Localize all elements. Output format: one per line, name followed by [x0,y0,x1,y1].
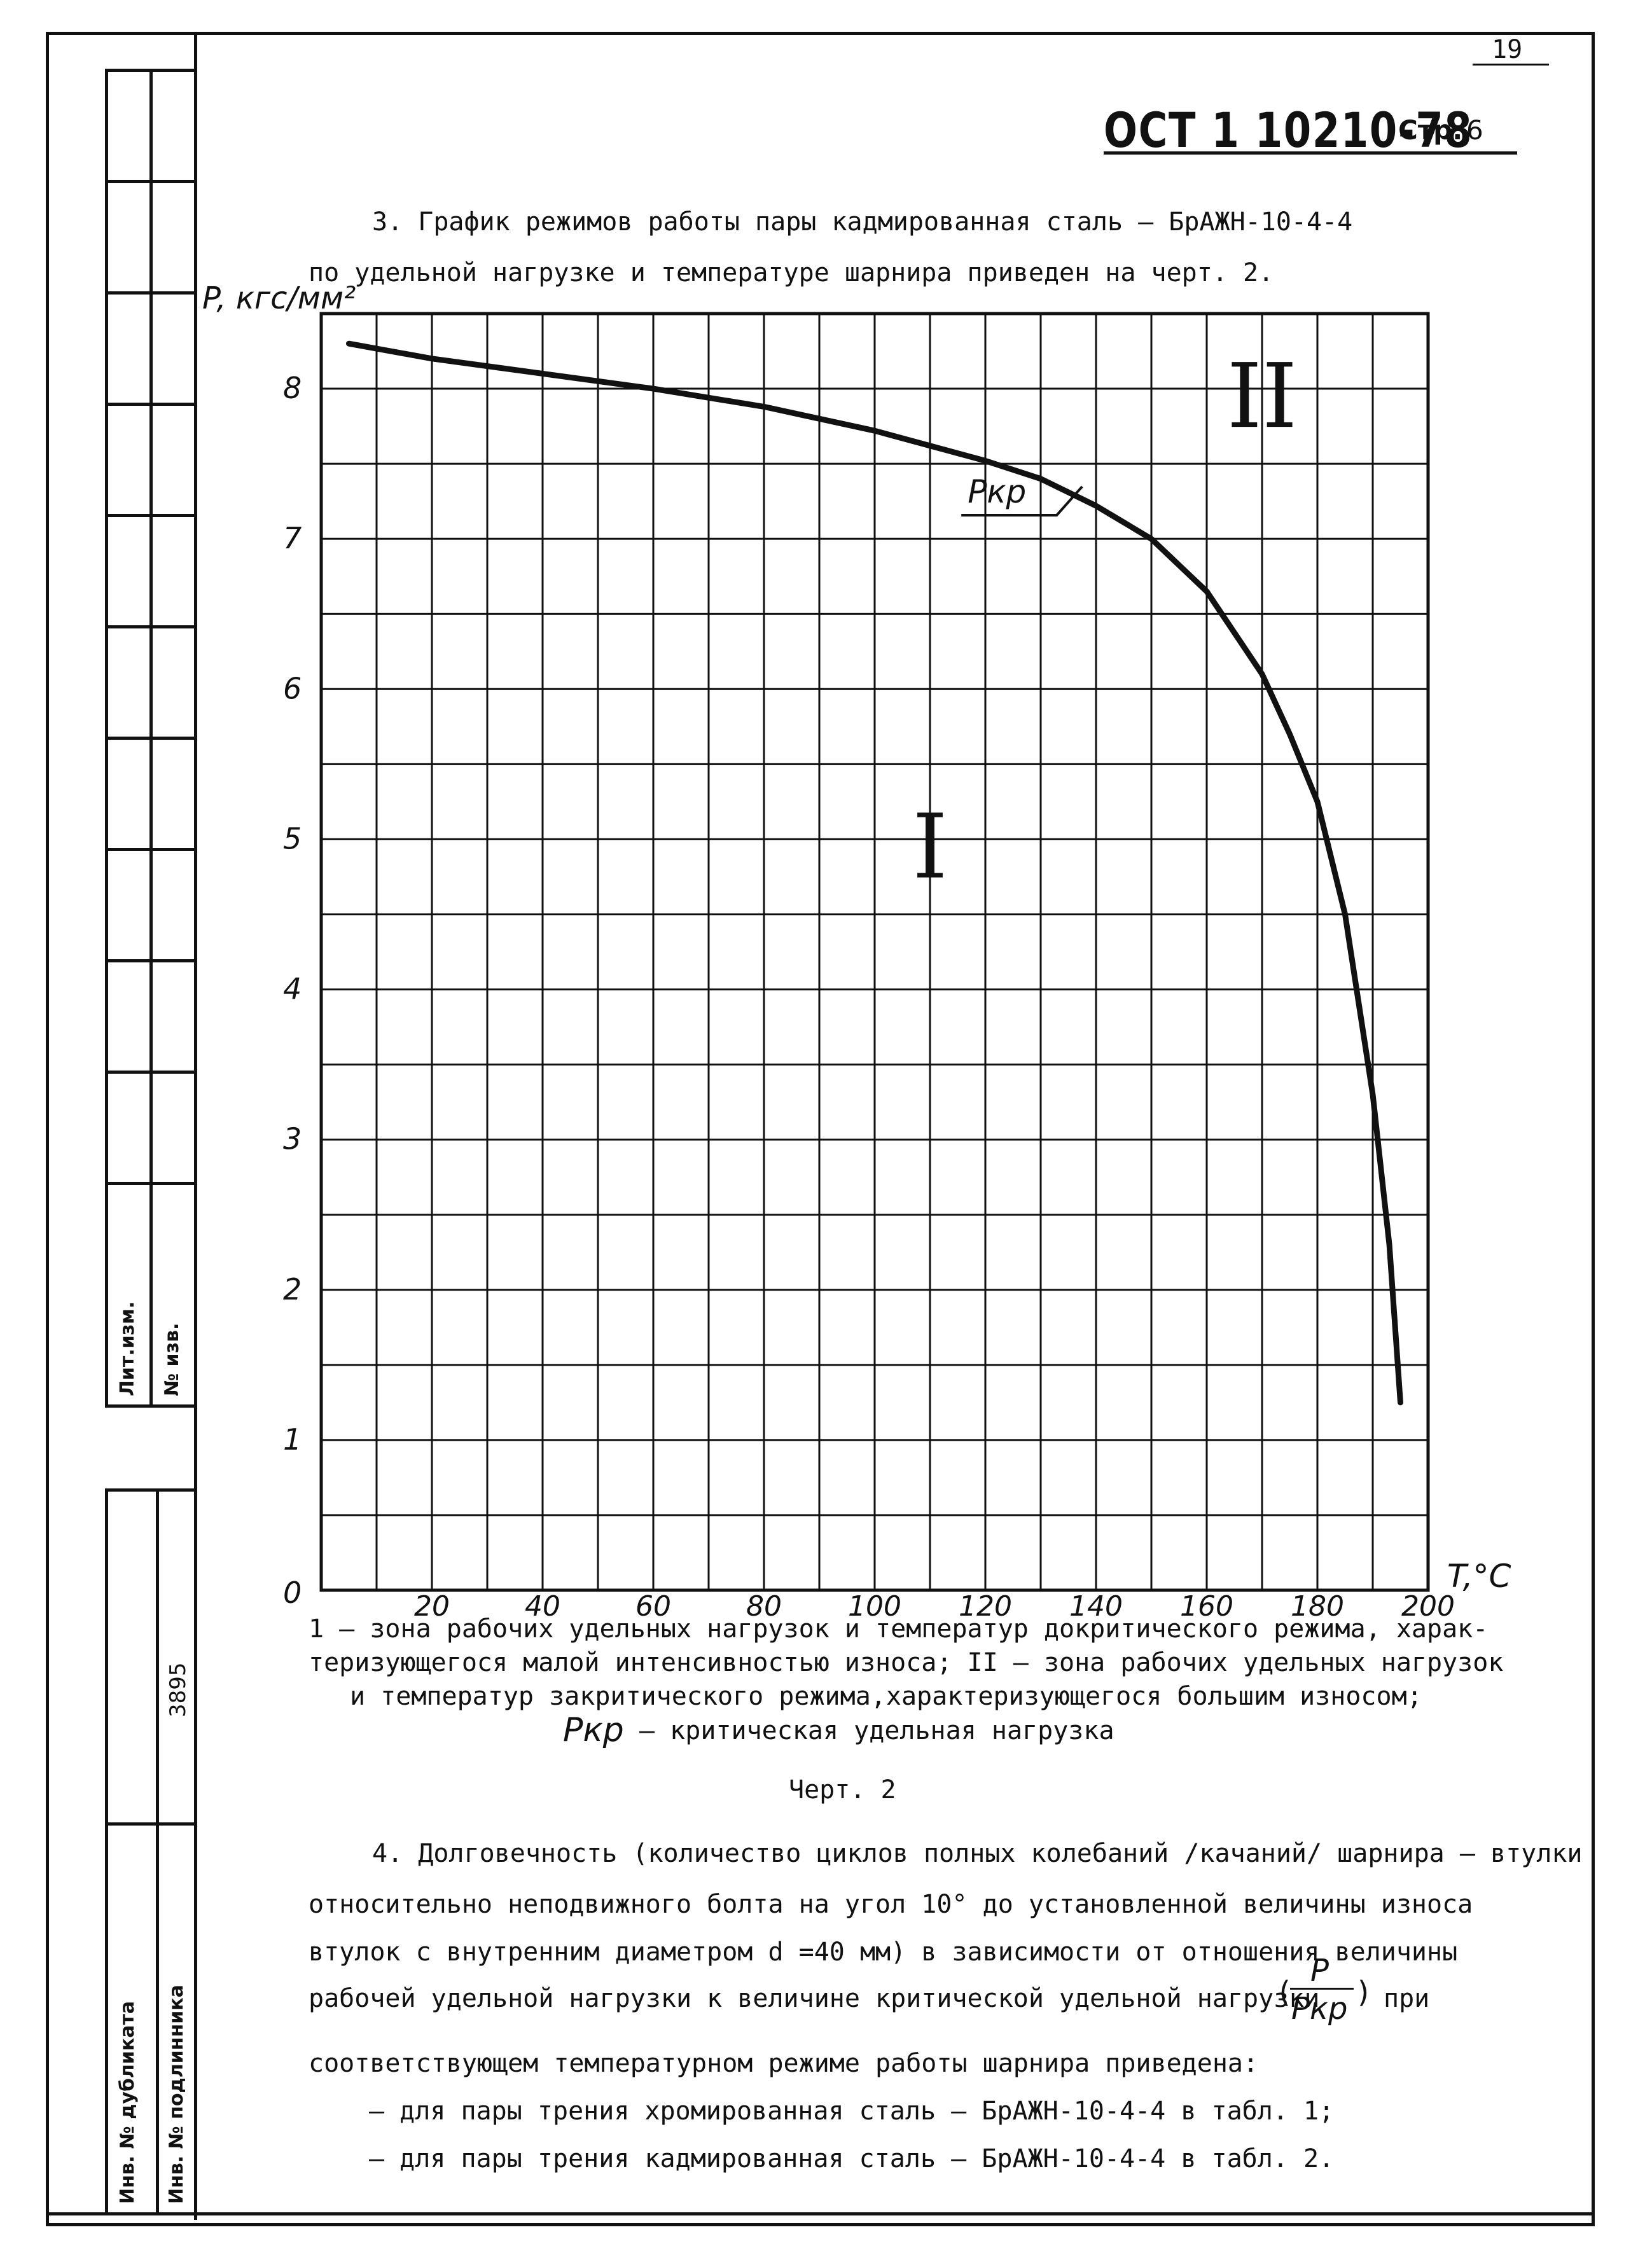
fraction-paren-open: ( [1275,1975,1293,2009]
stamp-top-line [105,69,195,72]
chart: 1 2 3 4 5 6 7 8 20 40 60 80 100 120 140 160 180 200 0 P, кг… [202,281,1511,1623]
stamp-row-line [105,1182,195,1185]
x-tick-label: 200 [1401,1590,1455,1623]
para4-item1: – для пары трения хромированная сталь – … [369,2097,1335,2126]
stamp-row-line [105,625,195,628]
stamp-row-line [105,1071,195,1074]
x-tick-label: 160 [1180,1590,1233,1623]
x-tick-label: 180 [1291,1590,1344,1623]
x-tick-label: 80 [746,1590,782,1623]
para4-line4-end: при [1384,1984,1430,2013]
x-tick-label: 100 [848,1590,901,1623]
x-tick-label: 140 [1069,1590,1123,1623]
stamp-row-line [105,514,195,517]
stamp-inv-dubl: Инв. № дубликата [116,2000,139,2204]
x-tick-label: 20 [414,1590,450,1623]
annotation-pkr: Pкр [968,473,1026,510]
inner-frame-line [194,32,197,2220]
page-number-box-line [1473,64,1549,66]
stamp-col-line [156,1488,159,2214]
para4-item2: – для пары трения кадмированная сталь – … [369,2144,1335,2173]
y-tick-label: 1 [283,1422,302,1457]
stamp-col-line [105,1488,108,2214]
annotation-pkr-leader [961,485,1083,516]
stamp-row-line [105,180,195,183]
caption-line3: и температур закритического режима,харак… [350,1682,1422,1711]
fraction-denominator: Pкр [1291,1991,1348,2027]
zone-label: I [912,796,947,899]
para4-line2: относительно неподвижного болта на угол … [309,1890,1473,1919]
caption-line2: теризующегося малой интенсивностью износ… [309,1648,1504,1677]
stamp-bottom-line [105,1404,195,1408]
para3-line2: по удельной нагрузке и температуре шарни… [309,258,1274,288]
bottom-frame-line [46,2212,1592,2215]
para4-line5: соответствующем температурном режиме раб… [309,2049,1259,2078]
caption-pkr: Pкр [563,1711,624,1749]
fraction-bar [1290,1988,1354,1990]
document-code: ОСТ 1 10210-78 [1104,102,1473,158]
page-label: Стр. [1398,114,1463,146]
zone-label: II [1227,345,1298,448]
stamp-row-line [105,403,195,406]
stamp-inv-podl: Инв. № подлинника [165,1985,188,2204]
series-line-pkr [346,340,1403,1406]
fraction-numerator: P [1310,1953,1329,1988]
page-label-number: 6 [1466,114,1483,146]
y-tick-label: 8 [283,371,302,405]
stamp-divider-line [105,1822,195,1826]
figure-label: Черт. 2 [789,1775,896,1805]
x-tick-label: 120 [959,1590,1012,1623]
y-tick-label: 6 [283,671,302,705]
stamp-row-line [105,848,195,851]
y-tick-label: 3 [283,1122,302,1156]
y-tick-label: 7 [283,521,302,555]
stamp-top-line [105,1488,195,1492]
stamp-row-line [105,737,195,740]
para4-line1: 4. Долговечность (количество циклов полн… [372,1839,1583,1868]
plot-border [319,312,1430,1592]
stamp-inv-number: 3895 [165,1662,191,1717]
stamp-row-line [105,959,195,962]
origin-label: 0 [283,1576,302,1610]
caption-line1: 1 – зона рабочих удельных нагрузок и тем… [309,1614,1489,1644]
caption-line4: – критическая удельная нагрузка [639,1716,1114,1745]
x-axis-label: T,°C [1447,1558,1511,1595]
page-frame [46,32,1595,2226]
y-tick-label: 4 [283,972,302,1006]
x-tick-label: 40 [525,1590,560,1623]
x-tick-label: 60 [635,1590,671,1623]
page-number: 19 [1492,35,1523,64]
y-tick-label: 2 [283,1272,302,1307]
y-axis-label: P, кгс/мм² [202,281,356,316]
stamp-row-line [105,291,195,295]
para4-line3: втулок с внутренним диаметром d =40 мм) … [309,1938,1458,1967]
para4-line4: рабочей удельной нагрузки к величине кри… [309,1984,1320,2013]
para3-line1: 3. График режимов работы пары кадмирован… [372,207,1353,237]
fraction-paren-close: ) [1355,1975,1373,2009]
y-tick-label: 5 [283,821,302,856]
document-code-underline [1104,151,1517,155]
